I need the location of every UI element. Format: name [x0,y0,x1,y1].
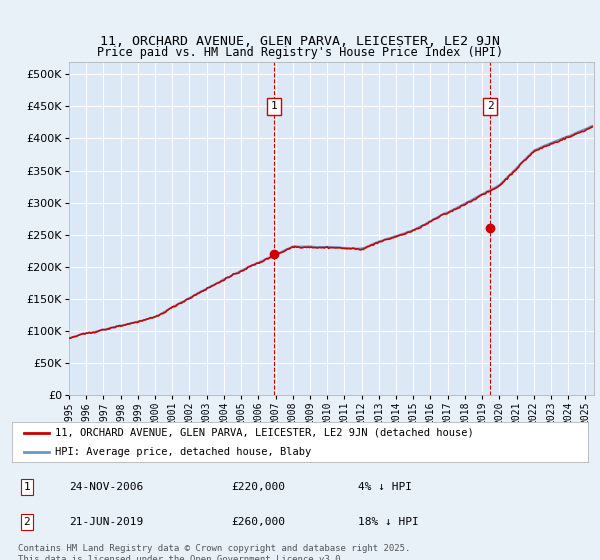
Text: 1: 1 [271,101,277,111]
Text: 2: 2 [487,101,494,111]
Text: £260,000: £260,000 [231,517,285,527]
Text: 2: 2 [23,517,30,527]
Text: 1: 1 [23,482,30,492]
Text: 18% ↓ HPI: 18% ↓ HPI [358,517,418,527]
Text: 4% ↓ HPI: 4% ↓ HPI [358,482,412,492]
Text: 11, ORCHARD AVENUE, GLEN PARVA, LEICESTER, LE2 9JN (detached house): 11, ORCHARD AVENUE, GLEN PARVA, LEICESTE… [55,428,474,438]
Text: 21-JUN-2019: 21-JUN-2019 [70,517,144,527]
Text: £220,000: £220,000 [231,482,285,492]
Text: 24-NOV-2006: 24-NOV-2006 [70,482,144,492]
Text: Price paid vs. HM Land Registry's House Price Index (HPI): Price paid vs. HM Land Registry's House … [97,46,503,59]
Text: 11, ORCHARD AVENUE, GLEN PARVA, LEICESTER, LE2 9JN: 11, ORCHARD AVENUE, GLEN PARVA, LEICESTE… [100,35,500,48]
Text: HPI: Average price, detached house, Blaby: HPI: Average price, detached house, Blab… [55,447,311,457]
Text: Contains HM Land Registry data © Crown copyright and database right 2025.
This d: Contains HM Land Registry data © Crown c… [18,544,410,560]
